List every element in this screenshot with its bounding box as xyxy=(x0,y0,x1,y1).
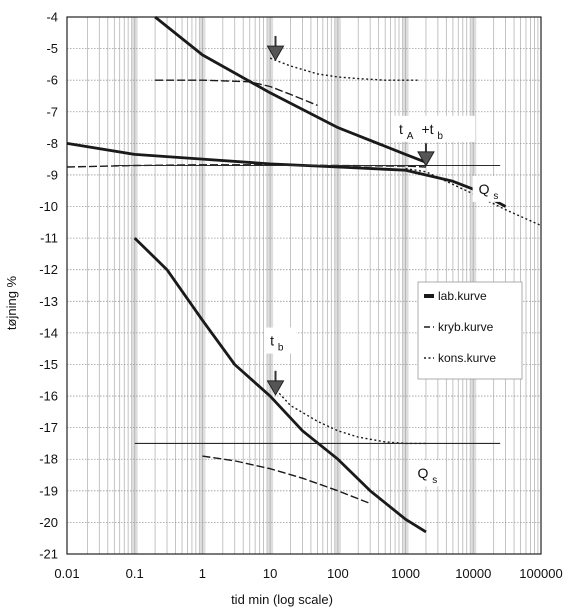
arrow-head xyxy=(417,151,435,167)
annotation-main: t xyxy=(399,121,407,137)
y-tick-label: -9 xyxy=(46,167,58,182)
annotation-bg xyxy=(411,460,444,487)
x-major-band xyxy=(131,17,138,554)
series-line-7 xyxy=(202,455,371,505)
annotation-after: +t xyxy=(421,121,437,137)
y-tick-label: -5 xyxy=(46,41,58,56)
y-tick-label: -20 xyxy=(39,515,58,530)
annotation-1: Q s xyxy=(479,181,499,202)
x-tick-label: 100000 xyxy=(519,566,562,581)
x-tick-label: 100 xyxy=(327,566,349,581)
plot-area xyxy=(66,16,542,555)
legend-label: lab.kurve xyxy=(438,289,487,303)
annotation-bg xyxy=(393,115,476,142)
y-tick-label: -19 xyxy=(39,483,58,498)
y-tick-label: -7 xyxy=(46,104,58,119)
arrow-group xyxy=(266,35,435,396)
y-tick-label: -4 xyxy=(46,10,58,25)
arrow-head xyxy=(266,380,285,396)
x-tick-label: 0.01 xyxy=(54,566,79,581)
x-major-band xyxy=(402,17,409,554)
legend-label: kons.kurve xyxy=(438,351,496,365)
x-tick-label: 1 xyxy=(199,566,206,581)
annotation-sub: s xyxy=(493,191,498,202)
series-group xyxy=(66,15,542,534)
x-tick-label: 10000 xyxy=(455,566,491,581)
y-tick-label: -18 xyxy=(39,452,58,467)
y-axis-title: tøjning % xyxy=(4,275,19,330)
annotation-sub: A xyxy=(407,131,414,142)
series-line-0 xyxy=(154,15,427,164)
series-line-1 xyxy=(155,79,318,107)
annotation-sub: s xyxy=(432,475,437,486)
annotation-0: t A +t b xyxy=(399,121,443,142)
y-tick-label: -17 xyxy=(39,420,58,435)
y-tick-label: -14 xyxy=(39,325,58,340)
y-tick-label: -12 xyxy=(39,262,58,277)
annotation-3: Q s xyxy=(417,465,437,486)
x-tick-label: 1000 xyxy=(391,566,420,581)
annotation-sub: b xyxy=(278,343,284,354)
y-tick-labels: -4 -5 -6 -7 -8 -9 -10 -11 -12 -13 -14 -15 -16 -17 -18 -… xyxy=(39,10,58,562)
legend: lab.kurve kryb.kurve kons.kurve xyxy=(417,281,523,380)
grid xyxy=(66,16,541,555)
x-axis-title: tid min (log scale) xyxy=(231,592,333,607)
y-tick-label: -6 xyxy=(46,73,58,88)
y-tick-label: -16 xyxy=(39,389,58,404)
annotation-2: t b xyxy=(270,333,284,354)
annotation-main: t xyxy=(270,333,278,349)
legend-box xyxy=(417,281,523,380)
x-major-band xyxy=(334,17,341,554)
series-line-6 xyxy=(133,237,427,534)
series-line-2 xyxy=(269,57,418,81)
y-tick-label: -11 xyxy=(40,231,58,246)
y-tick-label: -21 xyxy=(39,547,58,562)
legend-label: kryb.kurve xyxy=(438,320,494,334)
annotation-main: Q xyxy=(417,465,432,481)
annotation-after-sub: b xyxy=(437,131,443,142)
x-major-band xyxy=(267,17,274,554)
arrow-head xyxy=(266,45,285,62)
y-tick-label: -13 xyxy=(39,294,58,309)
x-tick-labels: 0.01 0.1 1 10 100 1000 10000 100000 xyxy=(54,566,562,581)
y-tick-label: -10 xyxy=(39,199,58,214)
annotation-bg xyxy=(264,327,297,354)
x-major-band xyxy=(199,17,206,554)
annotation-group: t A +t b Q s t b Q s xyxy=(264,115,505,487)
x-tick-label: 0.1 xyxy=(126,566,144,581)
annotation-main: Q xyxy=(479,181,494,197)
annotation-bg xyxy=(472,175,505,202)
x-tick-label: 10 xyxy=(263,566,277,581)
y-tick-label: -15 xyxy=(39,357,58,372)
series-line-3 xyxy=(66,142,507,208)
y-tick-label: -8 xyxy=(46,136,58,151)
